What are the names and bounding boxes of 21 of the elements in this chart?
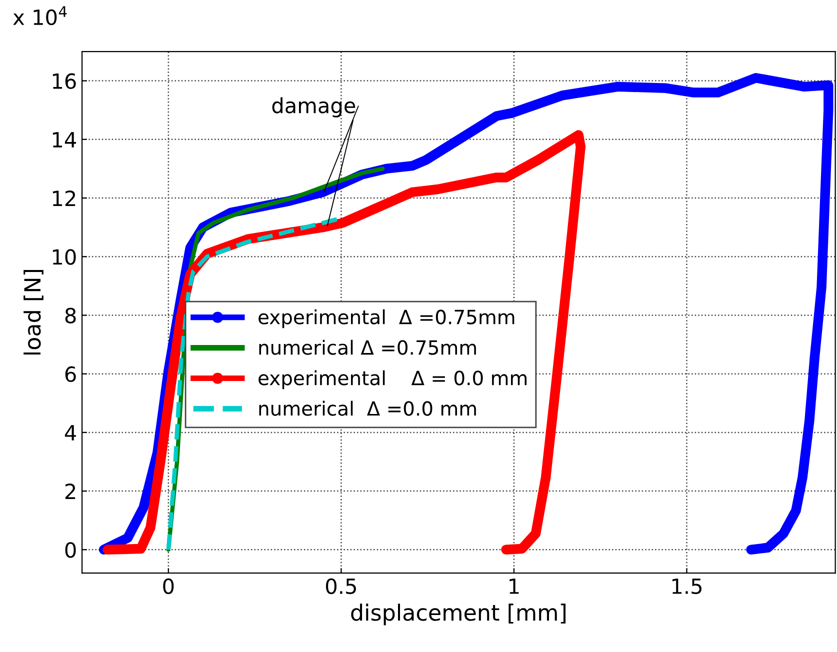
y-tick-label: 4 bbox=[64, 425, 76, 440]
legend-label: experimental Δ = 0.0 mm bbox=[258, 370, 527, 390]
x-tick-label: 0 bbox=[163, 578, 174, 594]
legend-label: numerical Δ =0.75mm bbox=[259, 340, 476, 355]
y-tick-label: 2 bbox=[65, 484, 76, 499]
y-tick-label: 6 bbox=[65, 366, 76, 382]
x-axis-title: displacement [mm] bbox=[351, 604, 566, 626]
y-tick-label: 12 bbox=[52, 190, 76, 206]
text: x 10$^{4}$ bbox=[13, 6, 67, 26]
y-axis-title: load [N] bbox=[24, 270, 44, 354]
legend-label: numerical Δ =0.0 mm bbox=[259, 400, 476, 416]
legend-label: experimental Δ =0.75mm bbox=[258, 309, 514, 328]
x-tick-label: 1 bbox=[510, 578, 519, 594]
y-tick-label: 14 bbox=[52, 132, 76, 148]
x-tick-label: 0.5 bbox=[326, 578, 356, 594]
annotation: damage bbox=[272, 97, 356, 118]
x-tick-label: 1.5 bbox=[672, 578, 702, 594]
y-tick-label: 10 bbox=[52, 249, 76, 265]
y-tick-label: 0 bbox=[65, 542, 76, 558]
y-tick-label: 16 bbox=[52, 73, 76, 90]
y-tick-label: 8 bbox=[65, 308, 76, 324]
